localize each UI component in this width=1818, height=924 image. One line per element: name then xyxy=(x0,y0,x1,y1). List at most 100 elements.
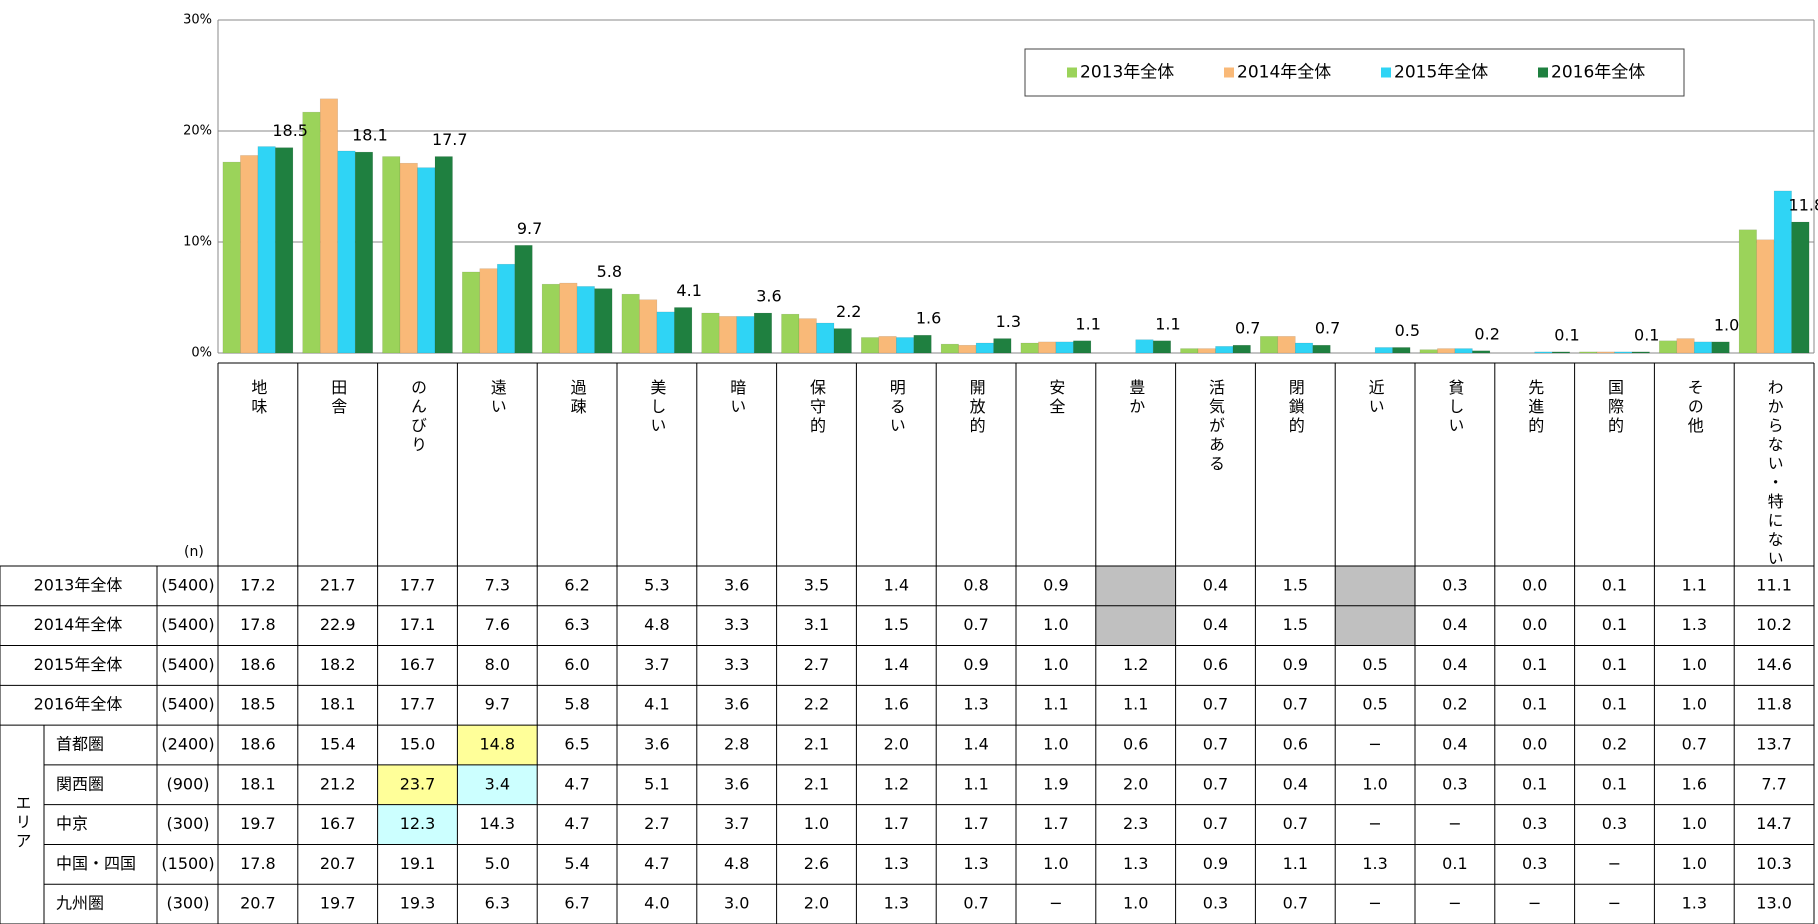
table-cell: 6.3 xyxy=(485,894,510,913)
bar xyxy=(1659,340,1678,354)
table-cell: 1.6 xyxy=(884,695,909,714)
table-cell: − xyxy=(1049,894,1062,913)
bar xyxy=(1197,348,1216,354)
row-label: 首都圏 xyxy=(56,735,104,754)
table-cell: 0.7 xyxy=(963,894,988,913)
y-tick-label: 0% xyxy=(191,346,212,361)
bar xyxy=(541,283,560,354)
bar xyxy=(958,344,977,354)
row-n: (5400) xyxy=(161,655,214,674)
table-cell: 1.5 xyxy=(1283,575,1308,594)
table-cell: 1.0 xyxy=(1682,695,1707,714)
table-cell: 0.6 xyxy=(1123,735,1148,754)
category-label: 暗い xyxy=(727,379,746,417)
table-cell: 4.1 xyxy=(644,695,669,714)
bar xyxy=(1534,351,1553,354)
table-cell: 1.0 xyxy=(1043,854,1068,873)
table-cell: 14.7 xyxy=(1756,814,1792,833)
category-label: のんびり xyxy=(408,379,427,455)
table-cell: 0.2 xyxy=(1602,735,1627,754)
bar xyxy=(257,146,276,354)
table-cell: 0.4 xyxy=(1203,615,1228,634)
table-cell: 17.7 xyxy=(400,575,436,594)
table-cell: 3.3 xyxy=(724,655,749,674)
table-cell: 0.9 xyxy=(1283,655,1308,674)
table-cell: 1.2 xyxy=(884,774,909,793)
table-cell: 1.2 xyxy=(1123,655,1148,674)
bar xyxy=(1738,229,1757,354)
table-cell: − xyxy=(1368,735,1381,754)
table-cell: 17.1 xyxy=(400,615,436,634)
data-label: 4.1 xyxy=(676,281,701,300)
table-cell: 3.0 xyxy=(724,894,749,913)
table-cell: 1.3 xyxy=(963,854,988,873)
table-cell: 17.8 xyxy=(240,615,276,634)
highlight-cell xyxy=(457,764,538,805)
table-cell: 1.5 xyxy=(1283,615,1308,634)
table-cell: 3.4 xyxy=(485,774,510,793)
table-cell: 1.0 xyxy=(1043,655,1068,674)
table-cell: 0.7 xyxy=(963,615,988,634)
category-label: 明るい xyxy=(887,379,906,436)
table-cell: 0.1 xyxy=(1602,774,1627,793)
table-cell: 6.5 xyxy=(564,735,589,754)
legend-swatch xyxy=(1538,67,1548,78)
table-cell: 0.4 xyxy=(1203,575,1228,594)
table-cell: 1.0 xyxy=(1682,814,1707,833)
table-cell: 0.0 xyxy=(1522,735,1547,754)
y-tick-label: 10% xyxy=(183,235,212,250)
data-label: 5.8 xyxy=(597,262,622,281)
bar xyxy=(275,147,294,354)
data-label: 1.1 xyxy=(1075,314,1100,333)
row-n: (2400) xyxy=(161,735,214,754)
category-label: わからない・特にない xyxy=(1765,379,1784,569)
table-cell: 2.1 xyxy=(804,774,829,793)
bar xyxy=(462,271,481,354)
legend-swatch xyxy=(1067,67,1077,78)
table-cell: 0.4 xyxy=(1283,774,1308,793)
category-label: 近い xyxy=(1366,379,1385,417)
bar xyxy=(559,282,578,354)
table-cell: 17.2 xyxy=(240,575,276,594)
table-cell: 0.5 xyxy=(1362,655,1387,674)
bar xyxy=(1614,351,1633,354)
table-cell: 18.1 xyxy=(320,695,356,714)
bar xyxy=(1152,340,1171,354)
bar xyxy=(1038,341,1057,354)
empty-cell xyxy=(1095,566,1176,606)
table-cell: 1.3 xyxy=(884,894,909,913)
table-cell: 0.3 xyxy=(1602,814,1627,833)
table-cell: 1.4 xyxy=(963,735,988,754)
data-label: 0.7 xyxy=(1235,319,1260,338)
table-cell: 18.6 xyxy=(240,735,276,754)
table-cell: 1.0 xyxy=(1682,854,1707,873)
table-cell: 0.0 xyxy=(1522,615,1547,634)
bar xyxy=(479,268,498,354)
bar xyxy=(1020,342,1039,354)
table-cell: 0.2 xyxy=(1442,695,1467,714)
table-cell: 2.1 xyxy=(804,735,829,754)
table-cell: 0.1 xyxy=(1602,575,1627,594)
table-cell: 3.6 xyxy=(724,774,749,793)
data-label: 2.2 xyxy=(836,302,861,321)
table-cell: 16.7 xyxy=(320,814,356,833)
bar xyxy=(1215,346,1234,354)
category-label: 安全 xyxy=(1046,379,1065,417)
table-cell: 18.6 xyxy=(240,655,276,674)
bar xyxy=(1454,348,1473,354)
table-cell: − xyxy=(1608,854,1621,873)
table-cell: 0.5 xyxy=(1362,695,1387,714)
table-cell: 4.8 xyxy=(644,615,669,634)
bar xyxy=(1551,351,1570,354)
table-cell: 0.1 xyxy=(1522,774,1547,793)
bar xyxy=(576,286,595,354)
table-cell: 0.9 xyxy=(1043,575,1068,594)
table-cell: 18.1 xyxy=(240,774,276,793)
category-label: 保守的 xyxy=(807,379,826,436)
table-cell: 15.4 xyxy=(320,735,356,754)
highlight-cell xyxy=(377,764,458,805)
group-label: エリア xyxy=(13,795,32,852)
table-cell: 1.7 xyxy=(884,814,909,833)
data-label: 0.2 xyxy=(1474,324,1499,343)
bar xyxy=(1073,340,1092,354)
